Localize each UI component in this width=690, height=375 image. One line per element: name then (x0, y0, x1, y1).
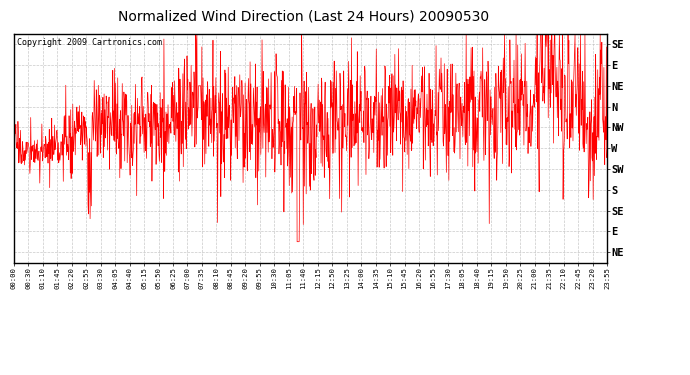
Text: Normalized Wind Direction (Last 24 Hours) 20090530: Normalized Wind Direction (Last 24 Hours… (118, 9, 489, 23)
Text: Copyright 2009 Cartronics.com: Copyright 2009 Cartronics.com (17, 38, 161, 47)
